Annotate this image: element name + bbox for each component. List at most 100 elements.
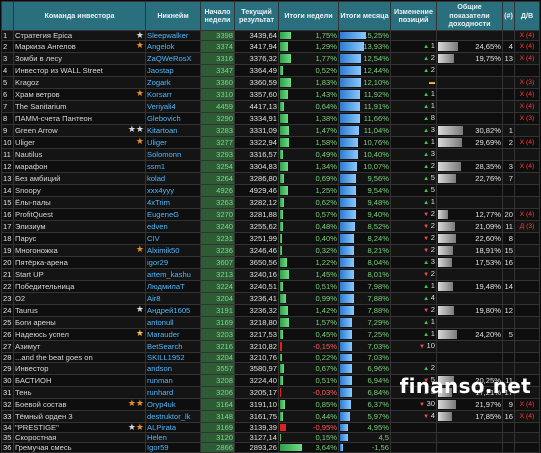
nickname[interactable]: andson — [145, 362, 201, 376]
table-row[interactable]: 9 Green Arrow ★★ Kitartoan 3283 3331,09 1,47% 1… — [1, 124, 540, 138]
position-change — [390, 352, 437, 364]
nickname[interactable]: Alximik50 — [145, 244, 201, 258]
week-bar — [280, 376, 283, 386]
nickname[interactable]: ssm1 — [145, 160, 201, 174]
total-value: 22,60% — [475, 234, 501, 244]
total-return: 17,53% — [436, 256, 503, 270]
table-row[interactable]: 4 Инвестор из WALL Street Jaostap 3347 3364,… — [1, 64, 540, 78]
nickname[interactable]: Air8 — [145, 292, 201, 306]
nickname[interactable]: Jaostap — [145, 64, 201, 78]
table-row[interactable]: 10 Uliger ★ Uliger 3277 3322,94 1,58% 10,76% ▲ 1… — [1, 136, 540, 150]
week-start-value-text: 3169 — [216, 423, 233, 433]
table-row[interactable]: 19 Многоножка ★ Alximik50 3236 3246,46 0,32% 8,… — [1, 244, 540, 258]
nickname[interactable]: Uliger — [145, 136, 201, 150]
nickname[interactable]: Oryp4uk — [145, 398, 201, 412]
nickname[interactable]: igor29 — [145, 256, 201, 270]
table-row[interactable]: 1 Стратегия Epica ★ Sleepwalker 3398 3439,64 1… — [1, 29, 540, 42]
nickname[interactable]: ZaQWeRosX — [145, 52, 201, 66]
nickname[interactable]: Zogark — [145, 76, 201, 90]
table-row[interactable]: 11 Nautilus Solomonn 3293 3316,57 0,49% 10,40%… — [1, 148, 540, 162]
header-result[interactable]: Текущий результат — [234, 1, 279, 31]
nickname-text: xxx4yyy — [147, 186, 175, 196]
nickname[interactable]: kolad — [145, 172, 201, 186]
table-row[interactable]: 32 Боевой состав ★★ Oryp4uk 3164 3191,10 0,85%… — [1, 398, 540, 412]
table-row[interactable]: 18 Парус CIV 3231 3251,99 0,40% 8,24% ▼ 2 22,60%… — [1, 232, 540, 246]
nickname[interactable]: xxx4yyy — [145, 184, 201, 198]
month-result: 6,94% — [338, 374, 391, 388]
table-row[interactable]: 34 "PRESTIGE" ★★ ALPirata 3169 3139,39 -0,95% 4… — [1, 422, 540, 434]
table-row[interactable]: 20 Пятёрка-арена igor29 3607 3650,56 1,22% 8,0… — [1, 256, 540, 270]
nickname[interactable]: Sleepwalker — [145, 29, 201, 42]
month-value: 6,96% — [367, 364, 389, 374]
header-num[interactable]: (#) — [502, 1, 515, 31]
nickname[interactable]: Angelok — [145, 40, 201, 54]
table-row[interactable]: 25 Боги арены antonull 3169 3218,80 1,57% 7,29… — [1, 316, 540, 330]
table-row[interactable]: 28 ...and the beat goes on SKILL1952 3204 32… — [1, 352, 540, 364]
table-row[interactable]: 29 Инвестор andson 3557 3580,97 0,67% 6,96% ▲ 2 — [1, 362, 540, 376]
table-row[interactable]: 7 The Sanitarium Veriyali4 4459 4417,13 0,64%… — [1, 100, 540, 114]
nickname[interactable]: Veriyali4 — [145, 100, 201, 114]
nickname[interactable]: Solomonn — [145, 148, 201, 162]
nickname[interactable]: Андрей1605 — [145, 304, 201, 318]
table-row[interactable]: 14 Snoopy xxx4yyy 4926 4929,46 1,25% 9,54% ▲ 5 — [1, 184, 540, 198]
nickname[interactable]: destruktor_lk — [145, 410, 201, 424]
nickname[interactable]: ЛюдмилаТ — [145, 280, 201, 294]
table-row[interactable]: 27 Азимут BetSearch 3216 3210,82 -0,15% 7,03% ▼… — [1, 340, 540, 354]
header-nick[interactable]: Никнейм — [145, 1, 201, 31]
table-row[interactable]: 16 ProfitQuest EugeneG 3270 3281,88 0,57% 9,40… — [1, 208, 540, 222]
month-result: 8,24% — [338, 232, 391, 246]
table-row[interactable]: 26 Надеюсь успел ★ Marauder 3203 3217,53 0,45%… — [1, 328, 540, 342]
nickname[interactable]: CIV — [145, 232, 201, 246]
nickname[interactable]: Marauder — [145, 328, 201, 342]
nickname[interactable]: edven — [145, 220, 201, 234]
table-row[interactable]: 5 Kragoz Zogark 3360 3360,59 1,83% 12,10% ▬ X (… — [1, 76, 540, 90]
nickname[interactable]: antonull — [145, 316, 201, 330]
nickname[interactable]: ALPirata — [145, 422, 201, 434]
nickname[interactable]: artem_kashu — [145, 268, 201, 282]
table-row[interactable]: 22 Победительница ЛюдмилаТ 3224 3240,51 0,51%… — [1, 280, 540, 294]
table-row[interactable]: 36 Гремучая смесь Igor59 2866 2893,26 3,64% -1… — [1, 442, 540, 453]
header-week[interactable]: Итоги недели — [278, 1, 339, 31]
table-row[interactable]: 24 Taurus ★ Андрей1605 3191 3236,32 1,42% 7,88%… — [1, 304, 540, 318]
nickname[interactable]: Kitartoan — [145, 124, 201, 138]
header-month[interactable]: Итоги месяца — [338, 1, 391, 31]
nickname[interactable]: Igor59 — [145, 442, 201, 453]
table-row[interactable]: 8 ПАММ-счета Пантеон Glebovich 3290 3334,91 1… — [1, 112, 540, 126]
nickname[interactable]: BetSearch — [145, 340, 201, 354]
week-start-value: 3263 — [200, 196, 235, 210]
table-row[interactable]: 6 Храм ветров ★ Korsarr 3310 3357,60 1,43% 11,9… — [1, 88, 540, 102]
row-index: 29 — [1, 362, 14, 376]
total-rank: 8 — [502, 232, 515, 246]
header-total[interactable]: Общие показатели доходности — [436, 1, 503, 31]
nickname[interactable]: Helen — [145, 432, 201, 444]
header-change[interactable]: Изменение позиций — [390, 1, 437, 31]
total-return: 18,91% — [436, 244, 503, 258]
table-row[interactable]: 2 Маркиза Ангелов ★ Angelok 3374 3417,94 1,29%… — [1, 40, 540, 54]
header-team[interactable]: Команда инвестора — [13, 1, 146, 31]
table-row[interactable]: 31 Тень runhard 3206 3205,17 -0,03% 6,84% ▲ 3 17… — [1, 386, 540, 400]
nickname[interactable]: EugeneG — [145, 208, 201, 222]
table-row[interactable]: 21 Start UP artem_kashu 3213 3240,16 1,45% 8,0… — [1, 268, 540, 282]
table-row[interactable]: 33 Тёмный орден 3 destruktor_lk 3148 3161,75… — [1, 410, 540, 424]
nickname[interactable]: runhard — [145, 386, 201, 400]
team-name: Инвестор — [13, 362, 146, 376]
nickname[interactable]: Glebovich — [145, 112, 201, 126]
nickname[interactable]: Korsarr — [145, 88, 201, 102]
nickname[interactable]: SKILL1952 — [145, 352, 201, 364]
header-dv[interactable]: Д/В — [514, 1, 540, 31]
nickname[interactable]: 4xTrim — [145, 196, 201, 210]
team-name: Надеюсь успел ★ — [13, 328, 146, 342]
team-name: Green Arrow ★★ — [13, 124, 146, 138]
table-row[interactable]: 13 Без амбиций kolad 3264 3286,80 0,69% 9,56% ▲… — [1, 172, 540, 186]
table-row[interactable]: 30 БАСТИОН runman 3208 3224,40 0,51% 6,94% ▼ 5 2… — [1, 374, 540, 388]
table-row[interactable]: 3 Зомби в лесу ZaQWeRosX 3316 3376,32 1,77% 12… — [1, 52, 540, 66]
header-start[interactable]: Начало недели — [200, 1, 235, 31]
table-row[interactable]: 12 марафон ssm1 3254 3304,83 1,34% 10,07% ▲ 2 28… — [1, 160, 540, 174]
table-row[interactable]: 15 Ёлы-палы 4xTrim 3263 3282,12 0,62% 9,48% ▲ 1 — [1, 196, 540, 210]
table-row[interactable]: 35 Скоростная Helen 3120 3127,14 0,15% 4,5 — [1, 432, 540, 444]
team-name: Инвестор из WALL Street — [13, 64, 146, 78]
table-row[interactable]: 23 O2 Air8 3204 3236,41 0,99% 7,88% ▲ 4 — [1, 292, 540, 306]
total-rank-text: 14 — [504, 282, 513, 292]
table-row[interactable]: 17 Элизиум edven 3240 3255,62 0,48% 8,52% ▼ 2 21… — [1, 220, 540, 234]
nickname[interactable]: runman — [145, 374, 201, 388]
